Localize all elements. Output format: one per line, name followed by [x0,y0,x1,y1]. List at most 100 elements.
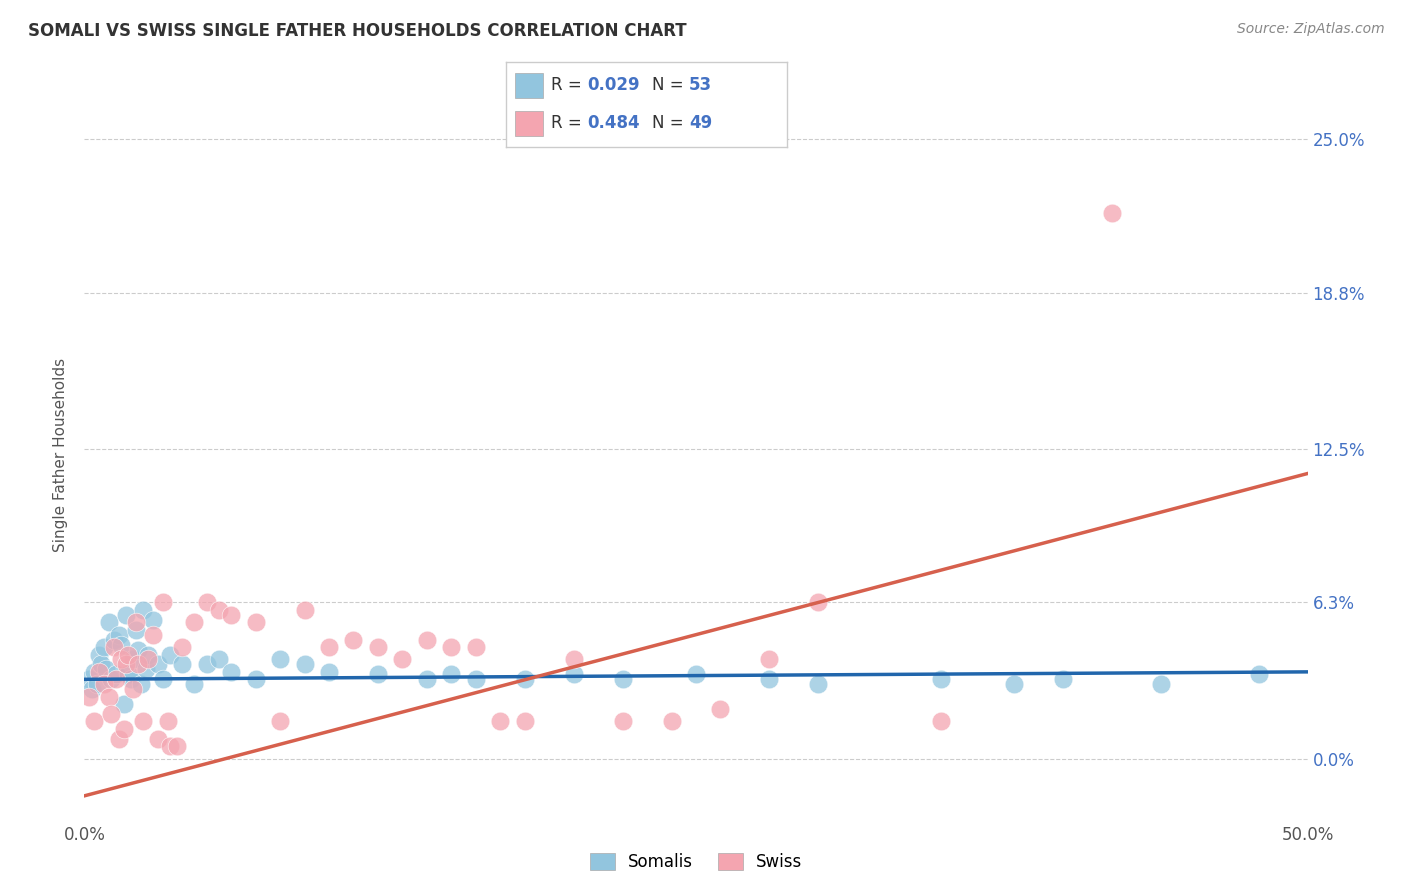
Text: SOMALI VS SWISS SINGLE FATHER HOUSEHOLDS CORRELATION CHART: SOMALI VS SWISS SINGLE FATHER HOUSEHOLDS… [28,22,686,40]
Y-axis label: Single Father Households: Single Father Households [53,358,69,552]
Point [152,595,174,609]
Point [1101,206,1123,220]
Point [416,632,439,647]
Point [156,714,179,729]
Point [1150,677,1173,691]
Point [86,677,108,691]
Point [136,652,159,666]
Point [685,667,707,681]
Point [269,652,291,666]
Point [80,682,103,697]
Point [172,640,194,654]
Point [77,673,100,687]
Point [142,613,165,627]
Point [929,673,952,687]
Text: R =: R = [551,77,588,95]
Point [245,615,267,630]
Bar [515,111,543,136]
Point [110,638,132,652]
Point [513,673,536,687]
Point [107,731,129,746]
Point [318,665,340,679]
Point [1002,677,1025,691]
Point [367,640,389,654]
Point [97,615,120,630]
Point [93,640,115,654]
Point [127,657,149,672]
Point [105,673,128,687]
Point [245,673,267,687]
Point [195,595,218,609]
Point [612,714,634,729]
Point [117,648,139,662]
Point [294,657,316,672]
Point [117,667,139,681]
Text: R =: R = [551,114,588,132]
Bar [515,72,543,98]
Point [758,652,780,666]
Point [112,722,135,736]
Point [87,665,110,679]
Point [807,677,830,691]
Point [758,673,780,687]
Point [132,714,155,729]
Point [103,640,125,654]
Point [391,652,413,666]
Point [127,642,149,657]
Point [93,677,115,691]
Point [318,640,340,654]
Point [107,628,129,642]
Point [1052,673,1074,687]
Legend: Somalis, Swiss: Somalis, Swiss [583,847,808,878]
Point [87,648,110,662]
Point [97,690,120,704]
Point [96,662,118,676]
Point [464,673,486,687]
Point [219,665,242,679]
Point [416,673,439,687]
Point [132,603,155,617]
Point [129,677,152,691]
Point [562,652,585,666]
Point [183,615,205,630]
Text: Source: ZipAtlas.com: Source: ZipAtlas.com [1237,22,1385,37]
Point [269,714,291,729]
Point [440,667,463,681]
Point [122,652,145,666]
Point [115,607,138,622]
Point [294,603,316,617]
Point [195,657,218,672]
Point [122,682,145,697]
Point [342,632,364,647]
Point [83,665,105,679]
Point [100,706,122,721]
Point [513,714,536,729]
Point [146,731,169,746]
Text: 0.029: 0.029 [588,77,640,95]
Text: N =: N = [652,77,689,95]
Point [110,652,132,666]
Point [115,657,138,672]
Point [219,607,242,622]
Point [464,640,486,654]
Point [125,623,148,637]
Point [166,739,188,754]
Point [146,657,169,672]
Point [103,632,125,647]
Point [159,648,181,662]
Text: 49: 49 [689,114,713,132]
Point [562,667,585,681]
Point [125,615,148,630]
Point [172,657,194,672]
Point [142,628,165,642]
Point [1247,667,1270,681]
Point [152,673,174,687]
Point [661,714,683,729]
Point [440,640,463,654]
Point [90,657,112,672]
Point [120,673,142,687]
Text: N =: N = [652,114,689,132]
Text: 53: 53 [689,77,711,95]
Point [208,603,231,617]
Point [112,697,135,711]
